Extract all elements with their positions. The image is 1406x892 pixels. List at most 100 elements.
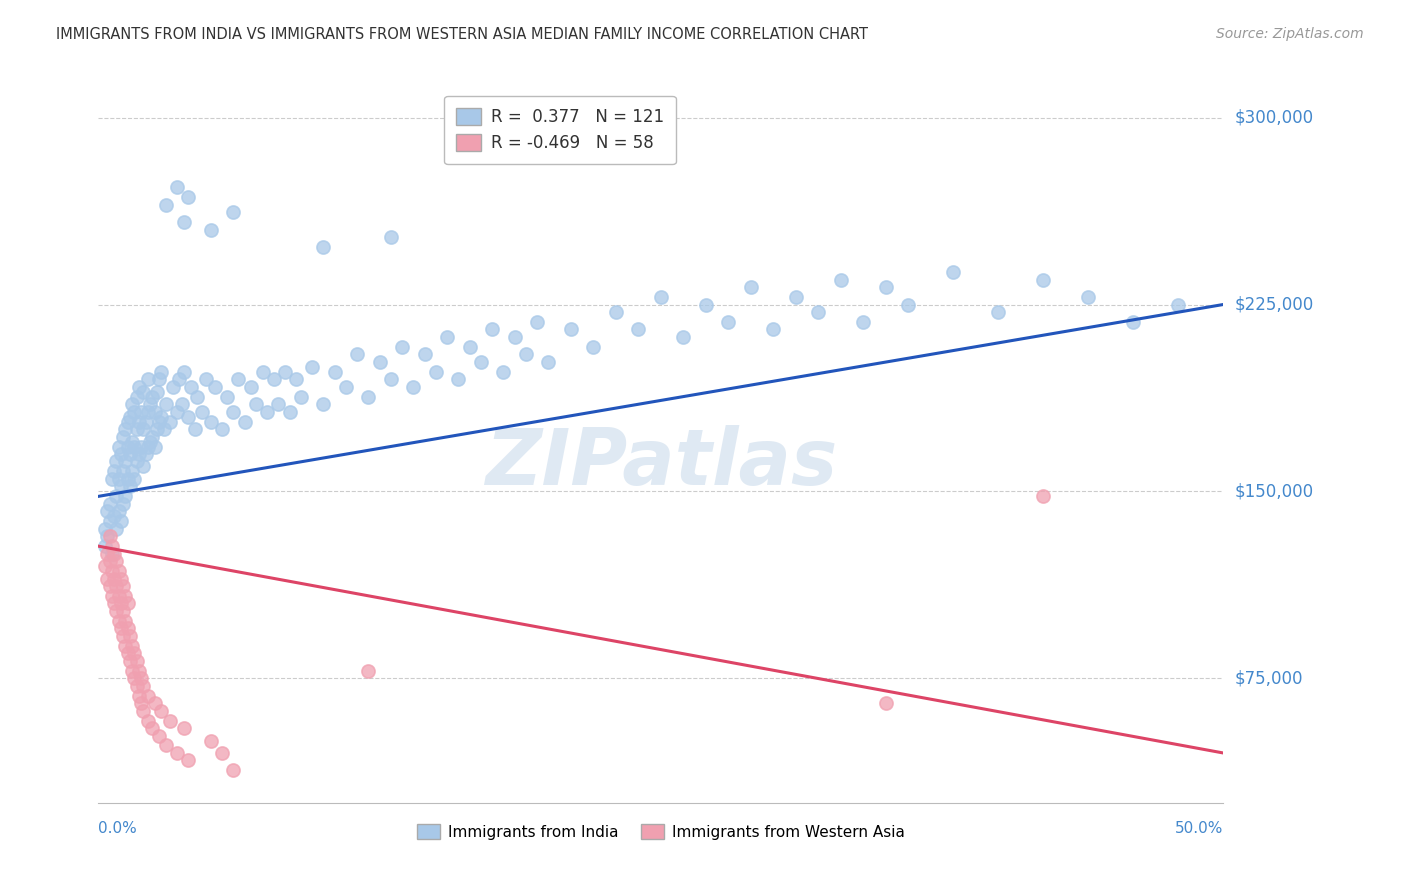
- Point: [141, 390, 163, 404]
- Point: [481, 322, 503, 336]
- Point: [211, 746, 233, 760]
- Point: [155, 739, 177, 753]
- Point: [125, 390, 148, 404]
- Point: [346, 347, 368, 361]
- Point: [155, 397, 177, 411]
- Point: [124, 472, 146, 486]
- Point: [184, 422, 207, 436]
- Point: [166, 404, 188, 418]
- Point: [141, 429, 163, 443]
- Point: [301, 359, 323, 374]
- Point: [128, 415, 150, 429]
- Point: [1077, 290, 1099, 304]
- Point: [605, 305, 627, 319]
- Point: [159, 714, 181, 728]
- Point: [136, 689, 159, 703]
- Point: [263, 372, 285, 386]
- Point: [413, 347, 436, 361]
- Point: [169, 372, 191, 386]
- Point: [582, 340, 605, 354]
- Point: [222, 404, 245, 418]
- Point: [256, 404, 278, 418]
- Point: [110, 572, 132, 586]
- Point: [672, 330, 695, 344]
- Point: [785, 290, 807, 304]
- Point: [107, 440, 129, 454]
- Point: [942, 265, 965, 279]
- Point: [121, 434, 143, 449]
- Point: [717, 315, 740, 329]
- Point: [170, 397, 193, 411]
- Text: $225,000: $225,000: [1234, 295, 1313, 313]
- Point: [150, 409, 173, 424]
- Point: [150, 704, 173, 718]
- Point: [128, 689, 150, 703]
- Point: [101, 547, 124, 561]
- Point: [146, 422, 169, 436]
- Point: [162, 380, 184, 394]
- Point: [125, 679, 148, 693]
- Point: [173, 365, 195, 379]
- Point: [101, 539, 124, 553]
- Point: [118, 654, 141, 668]
- Point: [166, 180, 188, 194]
- Point: [129, 404, 152, 418]
- Point: [105, 522, 128, 536]
- Point: [195, 372, 218, 386]
- Point: [135, 415, 157, 429]
- Legend: R =  0.377   N = 121, R = -0.469   N = 58: R = 0.377 N = 121, R = -0.469 N = 58: [444, 95, 676, 164]
- Text: 50.0%: 50.0%: [1175, 822, 1223, 837]
- Point: [425, 365, 447, 379]
- Point: [391, 340, 413, 354]
- Point: [125, 454, 148, 468]
- Point: [177, 190, 200, 204]
- Point: [897, 297, 920, 311]
- Point: [118, 629, 141, 643]
- Point: [402, 380, 425, 394]
- Point: [129, 671, 152, 685]
- Point: [143, 696, 166, 710]
- Point: [159, 415, 181, 429]
- Point: [215, 390, 238, 404]
- Point: [118, 409, 141, 424]
- Point: [132, 384, 155, 399]
- Point: [762, 322, 785, 336]
- Point: [110, 514, 132, 528]
- Point: [118, 479, 141, 493]
- Point: [695, 297, 717, 311]
- Point: [180, 380, 202, 394]
- Point: [807, 305, 830, 319]
- Point: [132, 459, 155, 474]
- Point: [136, 372, 159, 386]
- Point: [135, 447, 157, 461]
- Point: [357, 664, 380, 678]
- Point: [105, 604, 128, 618]
- Point: [166, 746, 188, 760]
- Point: [148, 415, 170, 429]
- Point: [114, 614, 136, 628]
- Point: [103, 465, 125, 479]
- Point: [875, 696, 897, 710]
- Text: $300,000: $300,000: [1234, 109, 1313, 127]
- Point: [121, 664, 143, 678]
- Point: [470, 355, 492, 369]
- Point: [103, 547, 125, 561]
- Point: [124, 404, 146, 418]
- Point: [312, 397, 335, 411]
- Text: $150,000: $150,000: [1234, 483, 1313, 500]
- Point: [1167, 297, 1189, 311]
- Point: [200, 733, 222, 747]
- Point: [128, 380, 150, 394]
- Point: [107, 472, 129, 486]
- Point: [226, 372, 249, 386]
- Point: [105, 554, 128, 568]
- Point: [128, 447, 150, 461]
- Point: [128, 664, 150, 678]
- Point: [124, 440, 146, 454]
- Point: [114, 422, 136, 436]
- Point: [285, 372, 308, 386]
- Point: [204, 380, 226, 394]
- Point: [112, 629, 135, 643]
- Point: [98, 497, 121, 511]
- Point: [98, 529, 121, 543]
